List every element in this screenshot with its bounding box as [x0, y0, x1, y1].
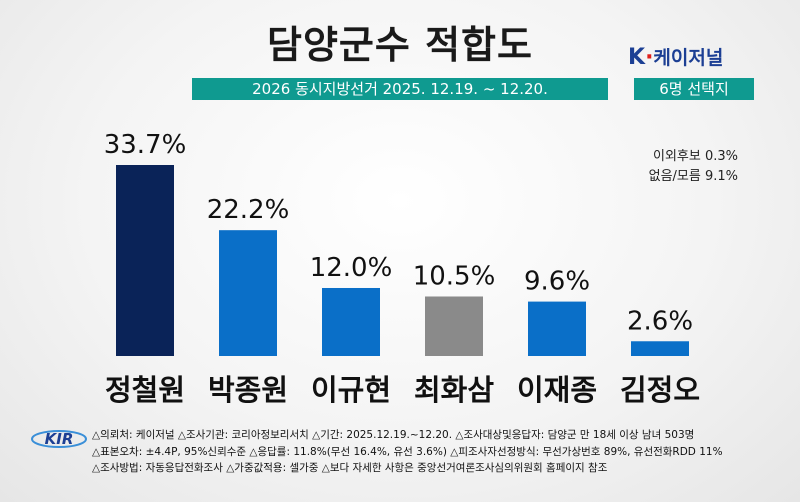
- method-badge: 6명 선택지: [634, 78, 754, 100]
- value-label: 33.7%: [104, 130, 187, 160]
- bar-김정오: [631, 341, 689, 356]
- other-responses: 이외후보 0.3% 없음/모름 9.1%: [649, 147, 738, 187]
- bar-박종원: [219, 230, 277, 356]
- no-answer-note: 없음/모름 9.1%: [648, 169, 738, 184]
- category-label: 정철원: [105, 373, 185, 407]
- brand-logo: K·케이저널: [628, 45, 768, 71]
- kir-logo-text: KIR: [45, 430, 74, 448]
- value-label: 9.6%: [524, 267, 590, 297]
- category-label: 이재종: [517, 373, 597, 407]
- value-label: 22.2%: [207, 195, 290, 225]
- category-label: 최화삼: [414, 373, 494, 407]
- category-label: 이규현: [311, 373, 391, 407]
- survey-note-line-1: △의뢰처: 케이저널 △조사기관: 코리아정보리서치 △기간: 2025.12.…: [92, 429, 695, 441]
- value-label: 12.0%: [310, 253, 393, 283]
- survey-footer: KIR △의뢰처: 케이저널 △조사기관: 코리아정보리서치 △기간: 2025…: [30, 424, 790, 500]
- brand-dot: ·: [645, 45, 654, 70]
- brand-name: 케이저널: [653, 47, 724, 69]
- survey-note-line-3: △조사방법: 자동응답전화조사 △가중값적용: 셀가중 △보다 자세한 사항은 …: [92, 462, 608, 474]
- kir-logo-icon: KIR: [31, 430, 87, 448]
- bar-정철원: [116, 165, 174, 356]
- survey-period-banner: 2026 동시지방선거 2025. 12.19. ~ 12.20.: [192, 78, 608, 100]
- survey-note-line-2: △표본오차: ±4.4P, 95%신뢰수준 △응답률: 11.8%(무선 16.…: [92, 445, 723, 458]
- other-candidates-note: 이외후보 0.3%: [653, 149, 738, 164]
- brand-k: K: [628, 45, 646, 70]
- survey-notes: △의뢰처: 케이저널 △조사기관: 코리아정보리서치 △기간: 2025.12.…: [92, 427, 792, 477]
- category-label: 김정오: [620, 373, 700, 407]
- chart-title: 담양군수 적합도: [267, 23, 533, 67]
- bar-최화삼: [425, 296, 483, 356]
- bar-이규현: [322, 287, 380, 356]
- value-label: 2.6%: [627, 306, 693, 336]
- value-label: 10.5%: [413, 261, 496, 291]
- bar-이재종: [528, 301, 586, 356]
- category-label: 박종원: [208, 373, 288, 407]
